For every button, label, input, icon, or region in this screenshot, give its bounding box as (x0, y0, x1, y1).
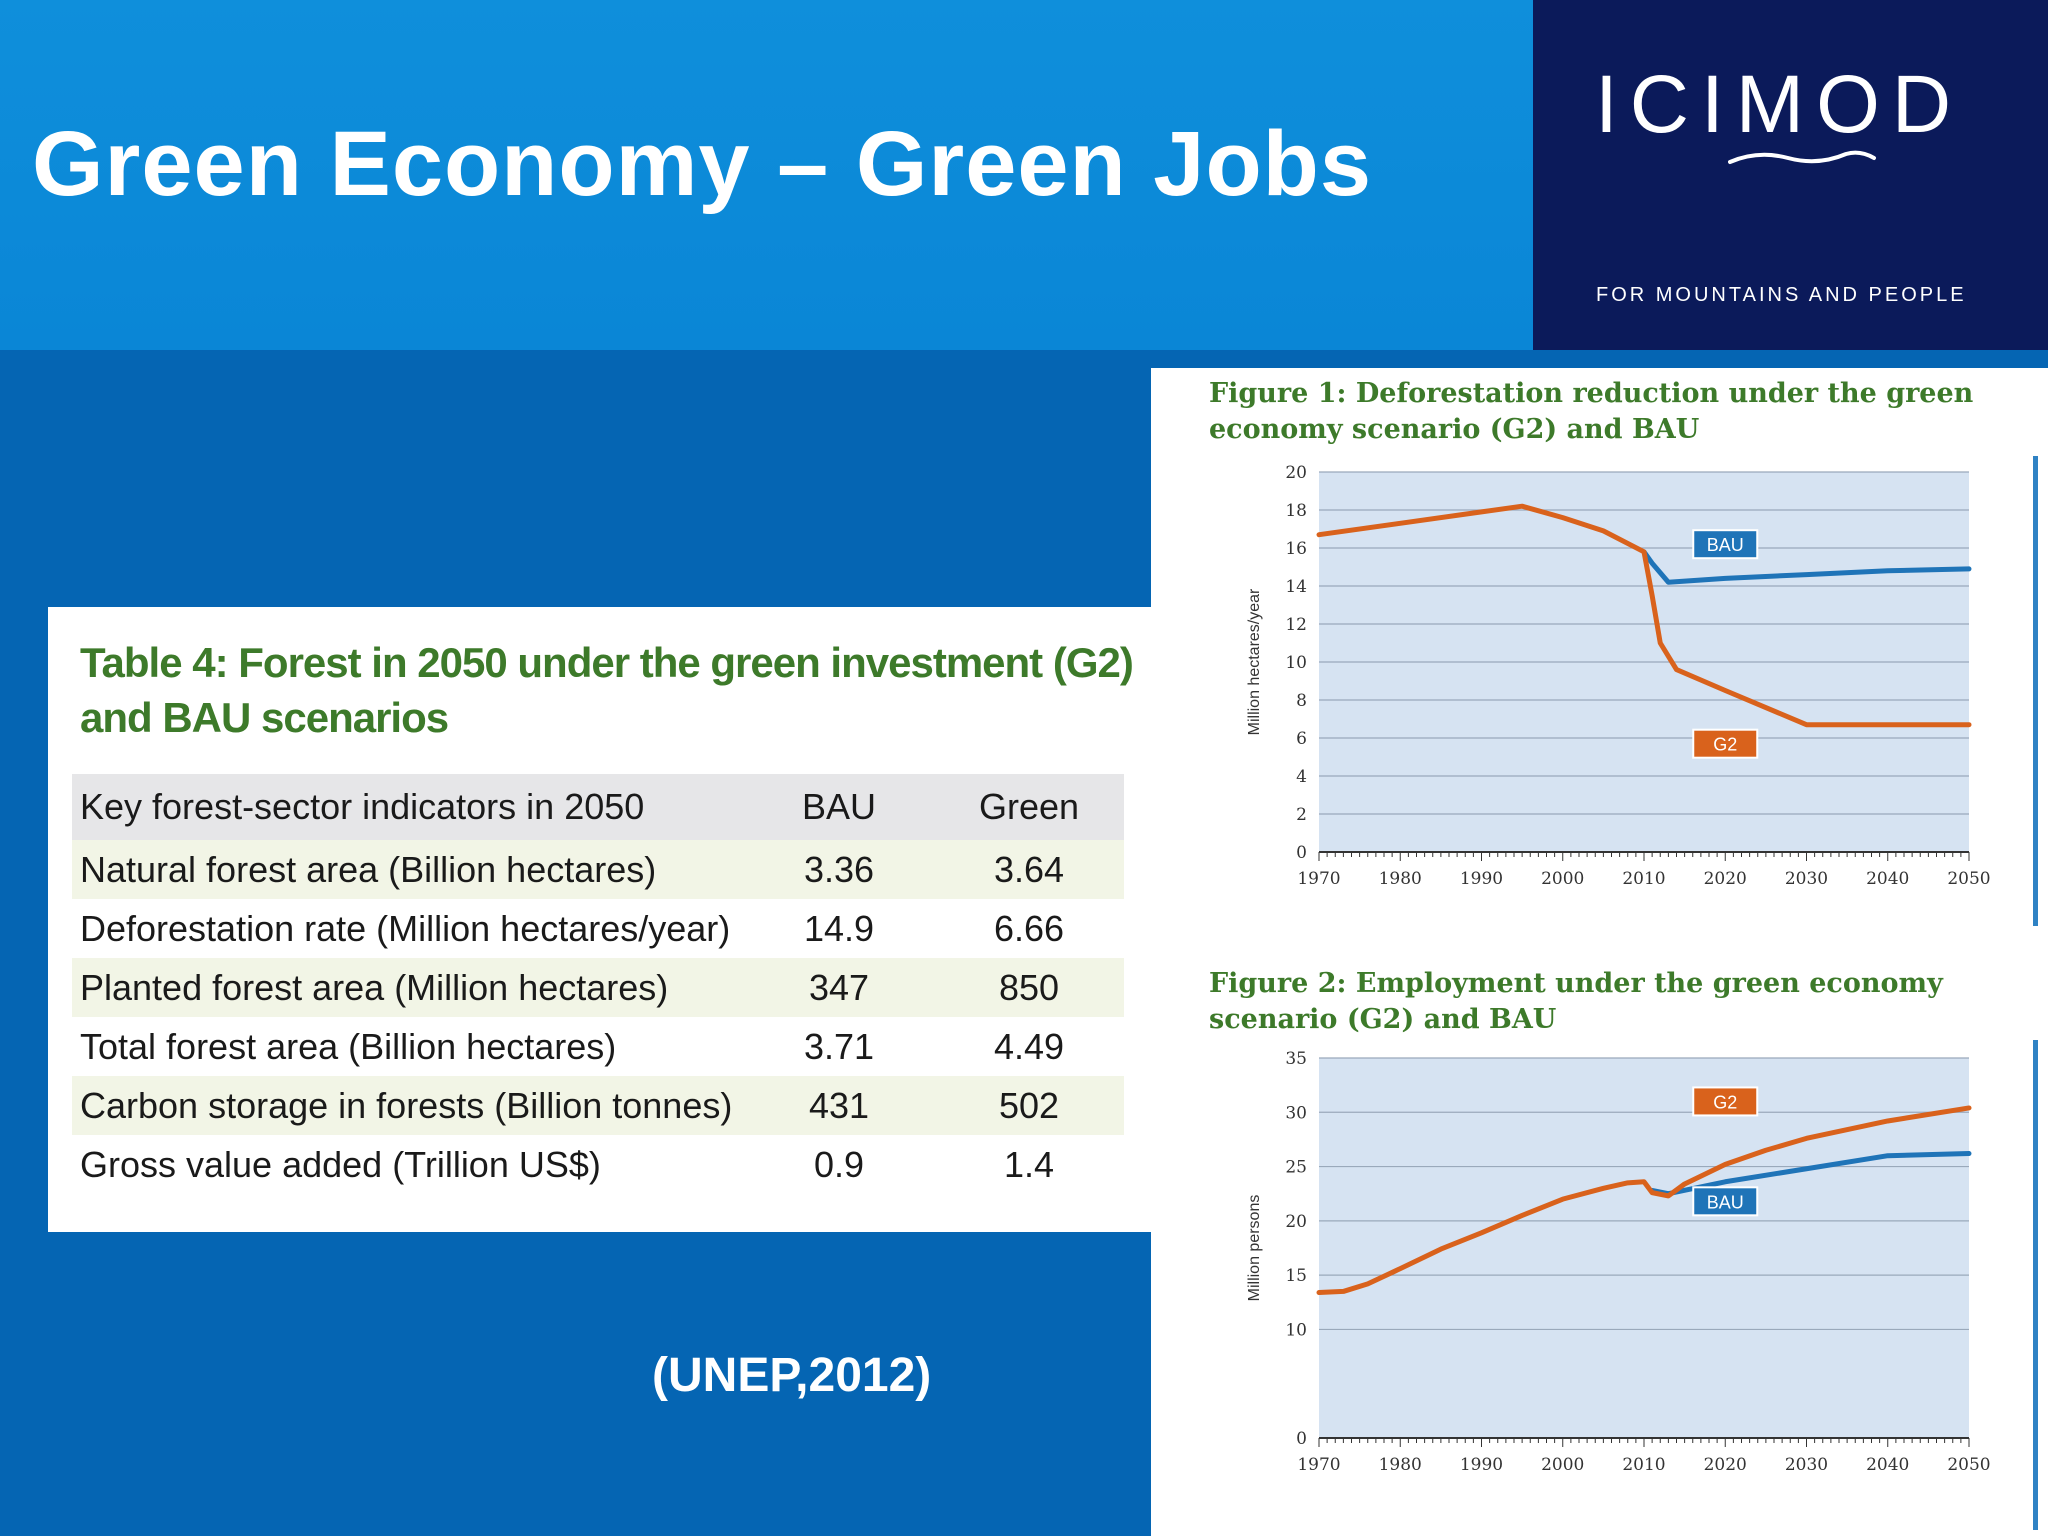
bau-value: 3.71 (803, 1025, 875, 1067)
mountain-wave-icon (1728, 150, 1876, 164)
y-tick-label: 12 (1285, 615, 1307, 635)
x-tick-label: 2040 (1866, 869, 1909, 889)
y-tick-label: 20 (1285, 1212, 1307, 1232)
x-tick-label: 2010 (1622, 1455, 1665, 1475)
y-tick-label: 4 (1296, 767, 1307, 787)
y-tick-label: 10 (1285, 653, 1307, 673)
column-header-bau: BAU (744, 774, 934, 840)
bau-value: 3.36 (744, 840, 934, 899)
x-tick-label: 1980 (1379, 1455, 1422, 1475)
figure1-chart: 0 2 4 6 8 10 12 14 16 18 20 1970 1980 1990 2000 2010 202… (1246, 463, 1991, 889)
table-row: Natural forest area (Billion hectares) 3… (72, 840, 1124, 899)
green-value: 6.66 (993, 907, 1065, 949)
series-label-box-g2 (1692, 1086, 1759, 1117)
figure1-side-rule (2033, 456, 2038, 926)
green-value: 850 (934, 958, 1124, 1017)
forest-table-card: Table 4: Forest in 2050 under the green … (48, 607, 1152, 1232)
y-tick-label: 14 (1285, 577, 1307, 597)
y-tick-label: 6 (1296, 729, 1307, 749)
bau-value: 14.9 (803, 907, 875, 949)
series-label-box-bau (1692, 1186, 1759, 1217)
x-tick-label: 2000 (1541, 869, 1584, 889)
series-label-box-bau (1692, 529, 1759, 560)
series-line-bau (1641, 549, 1972, 585)
figure2-chart: 0 10 15 20 25 30 35 1970 1980 1990 2000 2010 2020 203… (1246, 1049, 1991, 1475)
y-axis-label: Million hectares/year (1246, 588, 1263, 735)
column-header-green: Green (934, 774, 1124, 840)
y-tick-label: 18 (1285, 501, 1307, 521)
row-label: Carbon storage in forests (Billion tonne… (72, 1076, 744, 1135)
y-tick-label: 20 (1285, 463, 1307, 483)
series-label-g2: G2 (1713, 735, 1737, 755)
bau-value: 347 (744, 958, 934, 1017)
row-label: Total forest area (Billion hectares) (80, 1025, 617, 1067)
y-tick-label: 16 (1285, 539, 1307, 559)
y-tick-label: 30 (1285, 1103, 1307, 1123)
table-header-row: Key forest-sector indicators in 2050 BAU… (72, 774, 1124, 840)
y-axis-label: Million persons (1246, 1195, 1263, 1302)
x-tick-label: 2050 (1947, 1455, 1990, 1475)
slide-title: Green Economy – Green Jobs (32, 113, 1373, 215)
column-header-indicator: Key forest-sector indicators in 2050 (72, 774, 744, 840)
series-line-g2 (1316, 1105, 1972, 1296)
x-tick-label: 1970 (1297, 1455, 1340, 1475)
title-banner: Green Economy – Green Jobs (0, 0, 1533, 350)
x-tick-label: 2020 (1704, 1455, 1747, 1475)
table-row: Planted forest area (Million hectares) 3… (72, 958, 1124, 1017)
y-tick-label: 35 (1285, 1049, 1307, 1069)
y-tick-label: 0 (1296, 1429, 1307, 1449)
bau-value: 431 (744, 1076, 934, 1135)
table-title: Table 4: Forest in 2050 under the green … (80, 639, 1134, 741)
row-label: Gross value added (Trillion US$) (80, 1143, 601, 1185)
series-label-bau: BAU (1707, 1192, 1744, 1212)
series-label-box-g2 (1692, 728, 1759, 759)
x-tick-label: 2000 (1541, 1455, 1584, 1475)
x-tick-label: 2030 (1785, 1455, 1828, 1475)
table-row: Gross value added (Trillion US$) 0.9 1.4 (72, 1135, 1124, 1194)
x-tick-label: 1970 (1297, 869, 1340, 889)
series-label-bau: BAU (1707, 535, 1744, 555)
table-row: Total forest area (Billion hectares) 3.7… (72, 1017, 1124, 1076)
row-label: Planted forest area (Million hectares) (72, 958, 744, 1017)
y-tick-label: 15 (1285, 1266, 1307, 1286)
row-label: Natural forest area (Billion hectares) (72, 840, 744, 899)
icimod-logo: ICIMOD FOR MOUNTAINS AND PEOPLE (1533, 0, 2048, 350)
y-tick-label: 10 (1285, 1320, 1307, 1340)
x-tick-label: 1990 (1460, 869, 1503, 889)
x-tick-label: 2030 (1785, 869, 1828, 889)
figures-panel: Figure 1: Deforestation reduction under … (1151, 368, 2048, 1536)
y-tick-label: 8 (1296, 691, 1307, 711)
logo-wordmark: ICIMOD (1595, 59, 1964, 150)
logo-tagline: FOR MOUNTAINS AND PEOPLE (1596, 284, 1967, 306)
x-tick-label: 1980 (1379, 869, 1422, 889)
y-tick-label: 2 (1296, 805, 1307, 825)
y-tick-label: 25 (1285, 1158, 1307, 1178)
table-row: Carbon storage in forests (Billion tonne… (72, 1076, 1124, 1135)
x-tick-label: 2010 (1622, 869, 1665, 889)
series-label-g2: G2 (1713, 1092, 1737, 1112)
row-label: Deforestation rate (Million hectares/yea… (80, 907, 731, 949)
x-tick-label: 2020 (1704, 869, 1747, 889)
figure2-title: Figure 2: Employment under the green eco… (1209, 968, 1943, 1035)
figure2-side-rule (2033, 1040, 2038, 1530)
x-tick-label: 2050 (1947, 869, 1990, 889)
figure1-title: Figure 1: Deforestation reduction under … (1209, 378, 1974, 445)
bau-value: 0.9 (813, 1143, 865, 1185)
x-tick-label: 2040 (1866, 1455, 1909, 1475)
forest-indicators-table: Key forest-sector indicators in 2050 BAU… (72, 774, 1124, 1194)
series-line-g2 (1316, 503, 1972, 728)
green-value: 3.64 (934, 840, 1124, 899)
plot-area (1319, 1058, 1969, 1438)
x-tick-label: 1990 (1460, 1455, 1503, 1475)
green-value: 1.4 (1003, 1143, 1055, 1185)
y-tick-label: 0 (1296, 843, 1307, 863)
table-row: Deforestation rate (Million hectares/yea… (72, 899, 1124, 958)
green-value: 4.49 (993, 1025, 1065, 1067)
green-value: 502 (934, 1076, 1124, 1135)
source-citation: (UNEP,2012) (652, 1349, 932, 1402)
